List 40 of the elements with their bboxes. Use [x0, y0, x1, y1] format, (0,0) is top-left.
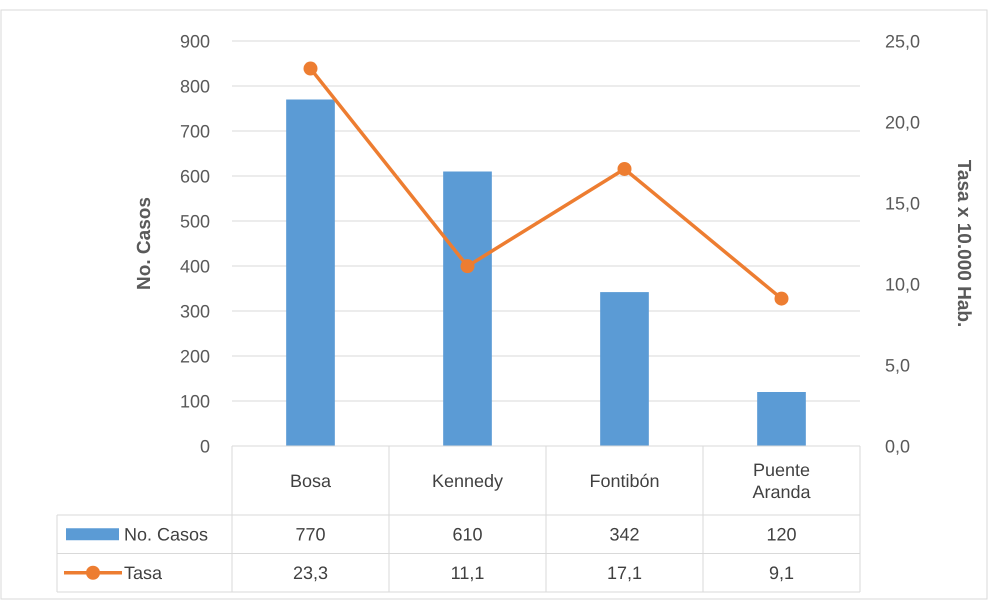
y2-tick-label: 15,0: [885, 193, 920, 214]
x-tick-label: Bosa: [290, 470, 332, 491]
point: [774, 292, 788, 306]
y-tick-label: 800: [180, 76, 210, 96]
point: [618, 162, 632, 176]
y-tick-label: 700: [180, 121, 210, 142]
y2-tick-label: 10,0: [885, 274, 920, 294]
y-tick-label: 0: [200, 436, 210, 456]
bar: [443, 172, 492, 446]
x-tick-label: Fontibón: [589, 470, 660, 491]
data-label: 23,3: [292, 563, 328, 584]
y2-axis-title: Tasa x 10.000 Hab.: [953, 160, 974, 328]
y2-tick-label: 25,0: [885, 31, 920, 52]
data-label: 120: [766, 524, 797, 545]
x-tick-label: Kennedy: [432, 470, 504, 491]
y-tick-label: 200: [180, 346, 210, 366]
y-tick-label: 600: [180, 166, 210, 186]
y-tick-label: 300: [180, 301, 210, 322]
y-tick-label: 100: [180, 391, 210, 412]
y-axis-title: No. Casos: [134, 197, 155, 290]
data-label: 11,1: [450, 563, 484, 584]
data-label: 9,1: [768, 563, 794, 584]
y-tick-label: 900: [180, 31, 210, 52]
y-tick-label: 500: [180, 211, 210, 232]
point: [460, 259, 474, 274]
point: [304, 62, 318, 76]
x-tick-label: Puente Aranda: [752, 460, 812, 502]
legend-label: Tasa: [124, 563, 164, 584]
y-tick-label: 400: [180, 256, 210, 276]
data-label: 770: [295, 524, 326, 545]
y2-tick-label: 0,0: [885, 436, 910, 456]
y2-tick-label: 5,0: [885, 355, 910, 376]
data-label: 17,1: [606, 563, 642, 584]
bar: [757, 392, 806, 446]
legend-label: No. Casos: [124, 524, 208, 545]
bar: [600, 292, 649, 446]
data-label: 342: [609, 524, 640, 545]
y2-tick-label: 20,0: [885, 112, 920, 132]
bar: [286, 100, 335, 446]
data-label: 610: [452, 524, 483, 545]
